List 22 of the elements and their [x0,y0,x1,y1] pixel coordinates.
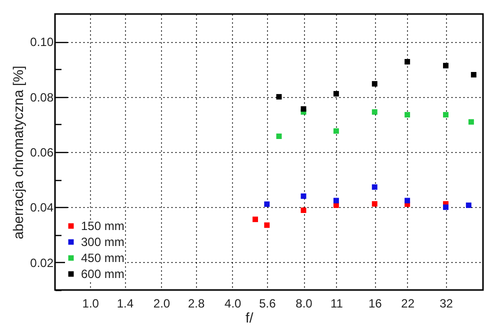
legend-label: 150 mm [81,219,124,233]
y-tick-label: 0.04 [30,200,54,215]
y-tick-label: 0.08 [30,90,54,104]
x-tick-label: 1.4 [116,296,134,310]
x-tick-label: 5.6 [259,296,276,310]
x-tick-label: 22 [401,296,415,310]
x-tick-label: 32 [440,296,454,310]
x-axis-title: f/ [246,310,254,326]
legend-label: 300 mm [81,235,124,249]
legend-label: 450 mm [81,251,124,265]
y-tick-label: 0.02 [30,256,54,270]
x-tick-label: 11 [330,296,344,310]
y-tick-label: 0.06 [30,146,54,160]
y-tick-label: 0.10 [30,35,54,50]
y-axis-title: aberracja chromatyczna [%] [10,66,26,240]
x-tick-label: 2.0 [153,296,170,310]
x-tick-label: 1.0 [82,296,100,310]
x-tick-label: 8.0 [296,296,313,310]
legend-label: 600 mm [81,267,124,281]
x-tick-label: 16 [368,296,382,310]
x-tick-label: 4.0 [224,296,242,310]
x-tick-label: 2.8 [188,296,205,310]
